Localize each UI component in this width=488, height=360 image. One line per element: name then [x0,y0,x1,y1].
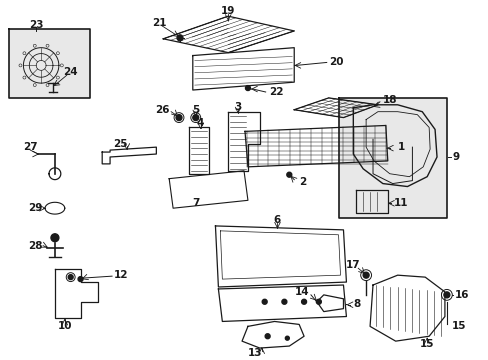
Circle shape [262,299,266,304]
Text: 5: 5 [192,105,199,115]
Text: 4: 4 [197,117,204,127]
Text: 26: 26 [154,105,169,115]
Text: 3: 3 [234,102,241,112]
Circle shape [363,272,368,278]
Text: 24: 24 [63,67,78,77]
Circle shape [316,299,321,304]
Text: 1: 1 [397,142,404,152]
Text: 29: 29 [28,203,42,213]
Circle shape [192,114,198,121]
Text: 14: 14 [294,287,308,297]
Text: 10: 10 [58,321,72,331]
Text: 28: 28 [28,240,42,251]
Text: 27: 27 [23,142,38,152]
Text: 20: 20 [328,58,343,67]
Circle shape [285,336,289,340]
Polygon shape [9,29,90,98]
Text: 25: 25 [112,139,127,149]
Text: 21: 21 [152,18,166,28]
Circle shape [301,299,306,304]
Circle shape [264,334,269,339]
Circle shape [177,35,183,41]
Circle shape [176,114,182,121]
Text: 12: 12 [114,270,128,280]
Text: 2: 2 [299,177,306,186]
Circle shape [51,234,59,242]
Text: 11: 11 [393,198,407,208]
Text: 7: 7 [192,198,199,208]
Circle shape [443,292,449,298]
Text: 13: 13 [247,348,262,358]
Text: 18: 18 [382,95,397,105]
Circle shape [245,86,250,90]
Polygon shape [338,98,446,218]
Text: 23: 23 [29,20,43,30]
Text: 16: 16 [454,290,468,300]
Circle shape [78,276,83,282]
Circle shape [282,299,286,304]
Text: 8: 8 [353,299,360,309]
Text: 15: 15 [451,321,466,331]
Text: 6: 6 [273,215,281,225]
Circle shape [68,275,73,280]
Text: 15: 15 [419,339,433,349]
Text: 9: 9 [452,152,459,162]
Text: 17: 17 [346,260,360,270]
Text: 19: 19 [221,6,235,16]
Circle shape [286,172,291,177]
Text: 22: 22 [269,87,284,97]
